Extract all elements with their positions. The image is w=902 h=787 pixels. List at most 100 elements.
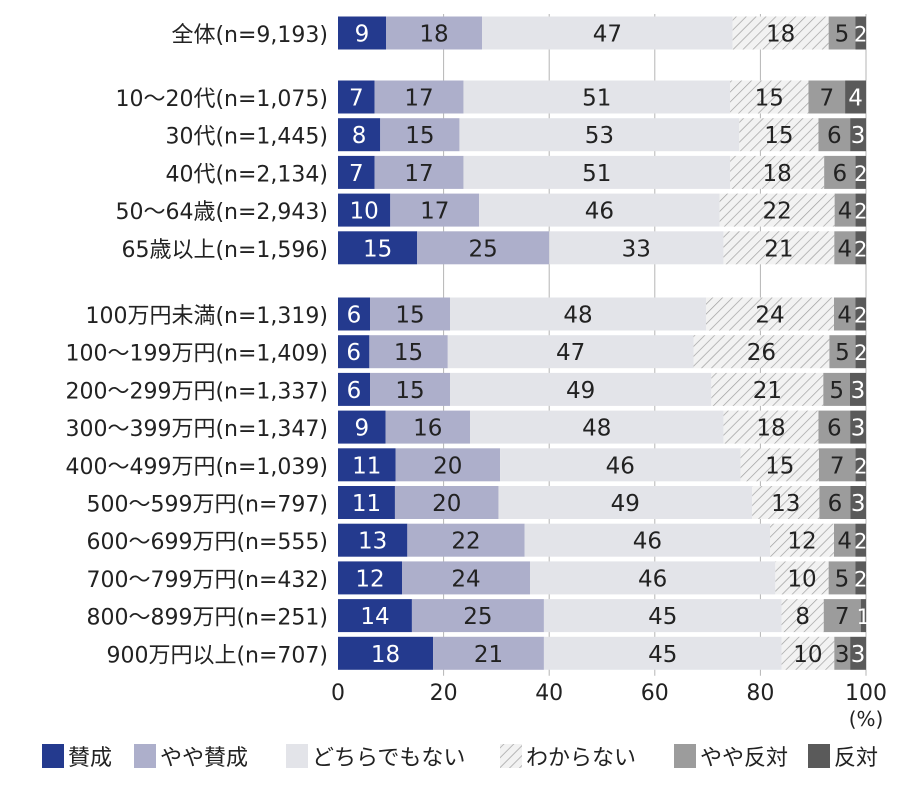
data-label: 21 [764, 236, 793, 262]
x-tick-label: 80 [746, 681, 774, 706]
bar-segment [479, 193, 720, 227]
data-label: 2 [854, 162, 867, 186]
legend-label: やや賛成 [160, 746, 248, 771]
data-label: 12 [787, 529, 816, 555]
legend-label: 反対 [834, 746, 878, 771]
data-label: 24 [755, 303, 784, 329]
bar-segment [338, 297, 370, 331]
bar-segment [855, 231, 866, 265]
bar-segment [739, 118, 819, 152]
bar-segment [482, 16, 733, 50]
bar-row: 65歳以上(n=1,596) 15 25 33 21 4 2 [121, 231, 867, 265]
bar-segment [380, 118, 460, 152]
row-label: 900万円以上(n=707) [106, 643, 328, 668]
bar-segment [818, 410, 851, 444]
data-label: 1 [857, 605, 870, 629]
legend-swatch [286, 744, 308, 768]
data-label: 3 [835, 642, 850, 668]
row-label: 30代(n=1,445) [165, 125, 328, 150]
data-label: 6 [828, 491, 843, 517]
bar-segment [850, 410, 866, 444]
data-label: 10 [349, 199, 378, 225]
data-label: 2 [854, 304, 867, 328]
bar-segment [543, 599, 782, 633]
bar-segment [855, 335, 866, 369]
data-label: 24 [451, 566, 480, 592]
data-label: 49 [566, 378, 595, 404]
bar-segment [711, 372, 824, 406]
bar-segment [338, 523, 408, 557]
bar-segment [723, 231, 835, 265]
bar-segment [543, 636, 782, 670]
bar-segment [463, 155, 731, 189]
bar-segment [834, 193, 856, 227]
data-label: 15 [764, 123, 793, 149]
bar-row: 50〜64歳(n=2,943) 10 17 46 22 4 2 [115, 193, 867, 227]
data-label: 20 [433, 453, 462, 479]
bar-segment [855, 193, 866, 227]
data-label: 11 [352, 453, 381, 479]
bar-segment [860, 599, 866, 633]
bar-segment [855, 16, 866, 50]
bar-segment [824, 155, 856, 189]
bar-segment [338, 335, 370, 369]
x-tick-label: 0 [331, 681, 345, 706]
unit-label: (%) [849, 707, 884, 731]
bar-segment [775, 561, 829, 595]
bar-segment [770, 523, 834, 557]
bar-segment [338, 599, 412, 633]
legend-swatch [134, 744, 156, 768]
bar-segment [374, 155, 464, 189]
bar-segment [338, 448, 396, 482]
bar-segment [370, 297, 450, 331]
bar-segment [447, 335, 694, 369]
bar-segment [740, 448, 819, 482]
bar-segment [338, 486, 395, 519]
bar-segment [850, 636, 866, 670]
bar-segment [338, 410, 386, 444]
bar-segment [394, 486, 499, 519]
legend-label: わからない [526, 746, 636, 771]
bar-segment [818, 448, 856, 482]
legend-item: 反対 [808, 744, 878, 771]
bar-row: 200〜299万円(n=1,337) 6 15 49 21 5 3 [65, 372, 866, 406]
data-label: 9 [355, 22, 370, 48]
bar-segment [823, 599, 861, 633]
data-label: 51 [582, 161, 611, 187]
legend-item: 賛成 [42, 744, 112, 771]
row-label: 65歳以上(n=1,596) [121, 238, 328, 263]
bar-segment [823, 372, 850, 406]
data-label: 47 [556, 340, 585, 366]
data-label: 46 [585, 199, 614, 225]
bar-segment [498, 486, 753, 519]
bar-segment [855, 155, 866, 189]
row-label: 600〜699万円(n=555) [86, 530, 328, 555]
data-label: 18 [766, 22, 795, 48]
bar-segment [829, 335, 856, 369]
bar-row: 30代(n=1,445) 8 15 53 15 6 3 [165, 118, 866, 152]
bar-segment [828, 16, 856, 50]
bar-row: 300〜399万円(n=1,347) 9 16 48 18 6 3 [65, 410, 866, 444]
bar-segment [834, 231, 856, 265]
data-label: 15 [765, 453, 794, 479]
data-label: 15 [755, 86, 784, 112]
bar-segment [781, 636, 835, 670]
bar-segment [730, 80, 809, 114]
bar-segment [369, 335, 448, 369]
x-tick-label: 100 [845, 681, 887, 706]
bars: 全体(n=9,193) 9 18 47 18 5 210〜20代(n=1,075) 7 17 51… [65, 16, 870, 670]
legend-swatch [42, 744, 64, 768]
bar-segment [855, 448, 866, 482]
data-label: 18 [371, 642, 400, 668]
row-label: 400〜499万円(n=1,039) [65, 455, 328, 480]
bar-row: 400〜499万円(n=1,039) 11 20 46 15 7 2 [65, 448, 867, 482]
row-label: 50〜64歳(n=2,943) [115, 200, 328, 225]
data-label: 17 [420, 199, 449, 225]
row-label: 100〜199万円(n=1,409) [65, 342, 328, 367]
data-label: 53 [585, 123, 614, 149]
data-label: 8 [352, 123, 367, 149]
bar-segment [338, 636, 434, 670]
data-label: 6 [833, 161, 848, 187]
bar-segment [732, 16, 829, 50]
x-axis: 0 20 40 60 80 100(%) [331, 681, 887, 731]
